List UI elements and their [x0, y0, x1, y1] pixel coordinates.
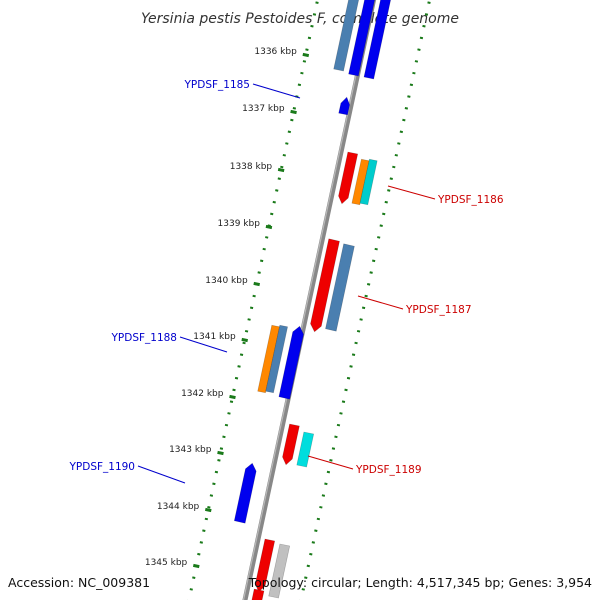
gene-feature-reverse	[278, 325, 304, 400]
kbp-tick-label: 1339 kbp	[218, 219, 261, 229]
gene-label-ypdsf-1186-leader	[387, 185, 436, 200]
gene-feature-reverse	[257, 324, 280, 394]
ruler-dots	[187, 0, 432, 600]
gene-feature-reverse	[333, 0, 359, 72]
gene-callouts: YPDSF_1186 YPDSF_1187 YPDSF_1189 YPDSF_1185…	[68, 79, 504, 484]
gene-label-ypdsf-1187: YPDSF_1187	[405, 304, 472, 316]
kbp-tick	[204, 507, 212, 513]
backbone-highlight	[242, 0, 373, 600]
gene-feature-forward	[310, 238, 340, 333]
right-ruler	[299, 0, 432, 600]
left-ruler	[187, 0, 320, 600]
genome-summary: Topology: circular; Length: 4,517,345 bp…	[248, 575, 592, 590]
gene-feature-forward	[282, 423, 300, 466]
gene-feature-forward	[325, 243, 355, 332]
accession-label: Accession: NC_009381	[8, 575, 150, 590]
kbp-tick	[277, 167, 285, 173]
kbp-tick	[229, 394, 236, 400]
gene-features	[233, 0, 391, 600]
gene-feature-forward	[251, 588, 265, 600]
map-title: Yersinia pestis Pestoides F, complete ge…	[141, 11, 459, 27]
gene-label-ypdsf-1185-leader	[252, 83, 301, 99]
gene-feature-forward	[338, 151, 359, 205]
gene-feature-reverse	[265, 324, 288, 394]
gene-label-ypdsf-1186: YPDSF_1186	[437, 194, 504, 206]
gene-feature-reverse	[338, 96, 351, 116]
kbp-tick	[302, 52, 310, 58]
gene-label-ypdsf-1185: YPDSF_1185	[183, 79, 250, 91]
gene-label-ypdsf-1189: YPDSF_1189	[355, 464, 422, 476]
gene-label-ypdsf-1188-leader	[179, 336, 228, 353]
gene-label-ypdsf-1187-leader	[357, 295, 404, 310]
kbp-tick	[290, 109, 297, 115]
kbp-tick-label: 1338 kbp	[230, 162, 273, 172]
kbp-tick-label: 1340 kbp	[205, 276, 248, 286]
gene-label-ypdsf-1189-leader	[307, 455, 354, 470]
kbp-tick-label: 1342 kbp	[181, 389, 224, 399]
gene-feature-reverse	[233, 462, 257, 524]
kbp-tick-label: 1345 kbp	[145, 558, 188, 568]
gene-feature-forward	[351, 158, 370, 206]
gene-label-ypdsf-1190: YPDSF_1190	[68, 461, 135, 473]
kbp-tick-label: 1343 kbp	[169, 445, 212, 455]
kbp-tick	[265, 224, 273, 230]
genome-backbone	[242, 0, 377, 600]
kbp-tick	[253, 281, 261, 287]
gene-feature-forward	[268, 543, 291, 599]
kbp-tick-label: 1344 kbp	[157, 502, 200, 512]
gene-feature-forward	[363, 0, 391, 80]
kbp-tick	[192, 563, 200, 569]
kbp-tick-label: 1336 kbp	[254, 47, 297, 57]
gene-label-ypdsf-1188: YPDSF_1188	[110, 332, 177, 344]
gene-feature-reverse	[348, 0, 375, 77]
gene-feature-forward	[296, 431, 315, 468]
kbp-tick	[217, 450, 224, 456]
kbp-ticks: 1336 kbp 1337 kbp 1338 kbp 1339 kbp 1340 kbp…	[145, 47, 310, 569]
kbp-tick-label: 1337 kbp	[242, 104, 285, 114]
kbp-tick-label: 1341 kbp	[193, 332, 236, 342]
gene-feature-forward	[359, 158, 378, 206]
backbone-line	[242, 0, 377, 600]
gene-feature-forward	[254, 538, 276, 593]
gene-label-ypdsf-1190-leader	[137, 465, 186, 484]
kbp-tick	[241, 337, 249, 343]
